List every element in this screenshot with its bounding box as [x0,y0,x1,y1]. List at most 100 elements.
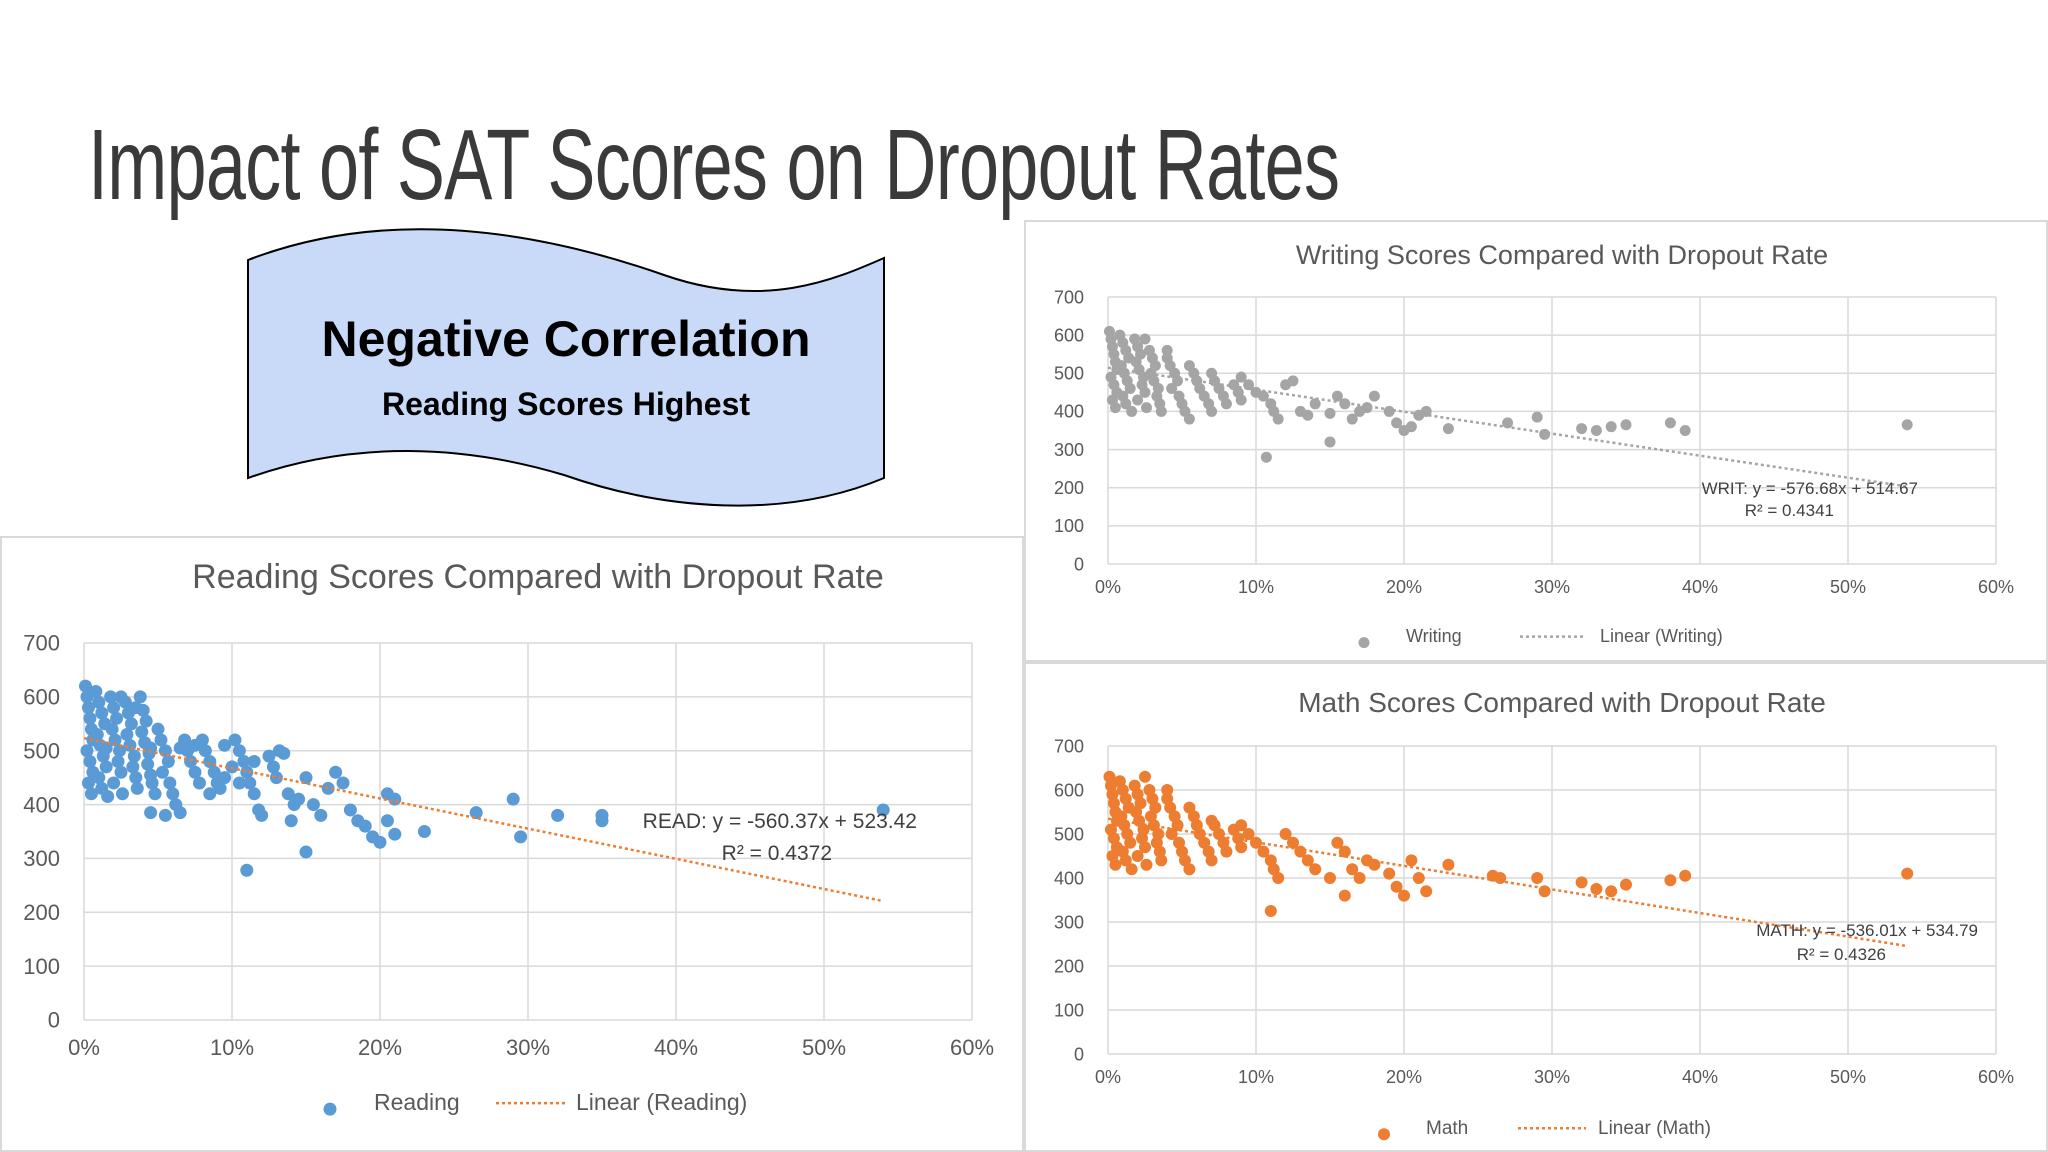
data-point [1531,872,1544,884]
data-point [388,827,402,841]
x-tick-label: 50% [802,1035,846,1060]
data-point [1664,874,1677,887]
data-point [1205,854,1218,867]
data-point [188,765,202,779]
data-point [1109,402,1121,414]
data-point [551,808,565,822]
data-point [80,744,94,758]
data-point [1353,872,1366,884]
x-tick-label: 10% [1238,1067,1274,1087]
y-tick-label: 400 [1054,402,1084,422]
data-point [1412,872,1425,884]
data-point [1250,836,1262,849]
legend-marker [323,1102,337,1116]
data-point [281,787,295,801]
data-point [1260,451,1272,463]
data-point [1901,867,1914,880]
data-point [1346,863,1359,876]
data-point [105,722,119,736]
data-point [1664,417,1676,429]
data-point [108,733,122,747]
data-point [161,754,175,768]
data-point [184,754,198,768]
y-tick-label: 700 [1054,287,1084,307]
data-point [173,806,187,820]
data-point [81,701,95,715]
data-point [1494,872,1507,884]
data-point [358,819,372,833]
data-point [120,728,134,742]
data-point [1264,905,1277,917]
y-tick-label: 200 [23,900,60,925]
x-tick-label: 30% [1534,577,1570,597]
data-point [343,803,357,817]
data-point [1242,828,1255,840]
data-point [1538,885,1551,898]
correlation-banner: Negative Correlation Reading Scores High… [244,220,888,516]
x-tick-label: 60% [1978,1067,2014,1087]
y-tick-label: 600 [1054,780,1084,800]
data-point [1331,390,1343,402]
y-tick-label: 700 [1054,736,1084,756]
x-tick-label: 0% [1095,1067,1121,1087]
data-point [321,781,335,795]
data-point [1590,883,1603,895]
data-point [336,776,350,790]
legend-label: Reading [374,1089,460,1115]
trendline [1107,366,1908,488]
data-point [1124,383,1136,395]
x-tick-label: 60% [1978,577,2014,597]
chart-title: Reading Scores Compared with Dropout Rat… [192,558,884,596]
data-point [284,814,298,828]
scatter-plot: Writing Scores Compared with Dropout Rat… [1054,240,2014,649]
data-point [1405,854,1418,867]
y-tick-label: 0 [48,1008,60,1033]
data-point [1309,398,1321,410]
data-point [166,787,180,801]
data-point [1132,394,1144,406]
trendline-equation: WRIT: y = -576.68x + 514.67 [1702,479,1918,498]
data-point [1119,854,1132,867]
data-point [92,695,106,709]
data-point [1272,413,1284,425]
data-point [1161,344,1173,356]
data-point [1442,423,1454,435]
y-tick-label: 500 [1054,364,1084,384]
data-point [329,765,343,779]
data-point [1220,845,1233,858]
banner-title: Negative Correlation [321,311,811,367]
data-point [188,738,202,752]
data-point [266,760,280,774]
data-point [243,776,257,790]
data-point [1279,828,1292,840]
data-point [1287,375,1299,387]
data-point [1301,854,1314,867]
data-point [1166,383,1178,395]
data-point [99,760,113,774]
data-point [1294,845,1307,858]
data-point [240,863,254,877]
data-point [1139,333,1151,345]
data-point [113,744,127,758]
data-point [1309,863,1322,876]
data-point [92,771,106,785]
data-point [247,787,261,801]
y-tick-label: 0 [1074,1044,1084,1064]
data-point [151,722,165,736]
data-point [1165,828,1178,840]
data-point [78,679,92,693]
data-point [83,711,97,725]
data-point [306,798,320,812]
data-point [129,701,143,715]
data-point [225,760,239,774]
data-point [218,771,232,785]
data-point [198,744,212,758]
data-point [89,684,103,698]
x-tick-label: 60% [950,1035,994,1060]
data-point [1131,850,1144,862]
data-point [1140,858,1153,871]
data-point [514,830,528,844]
data-point [277,746,291,760]
data-point [1442,858,1455,871]
x-tick-label: 20% [1386,577,1422,597]
